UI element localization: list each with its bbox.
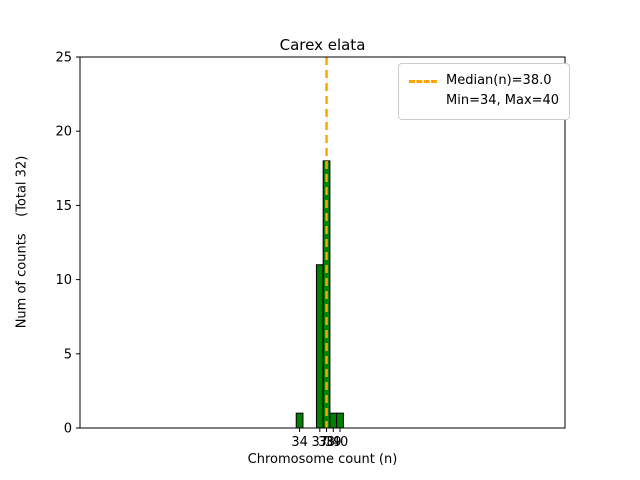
- y-tick-label: 20: [55, 125, 72, 140]
- histogram-bar: [315, 264, 324, 429]
- y-tick-label: 0: [64, 422, 72, 437]
- legend: Median(n)=38.0 Min=34, Max=40: [398, 63, 571, 121]
- y-tick-label: 5: [64, 347, 72, 362]
- y-tick-label: 10: [55, 273, 72, 288]
- x-tick-label: 38: [318, 435, 335, 450]
- histogram-bar: [336, 412, 344, 429]
- x-tick-label: 40: [332, 435, 349, 450]
- chart-title: Carex elata: [279, 36, 366, 54]
- y-axis-label: Num of counts (Total 32): [14, 155, 30, 329]
- y-tick-label: 15: [55, 199, 72, 214]
- x-tick-label: 39: [325, 435, 342, 450]
- legend-minmax-label: Min=34, Max=40: [446, 93, 560, 109]
- x-tick-label: 34: [291, 435, 308, 450]
- axes-frame: [79, 56, 566, 429]
- histogram-bar: [295, 412, 304, 429]
- legend-row-minmax: Min=34, Max=40: [409, 91, 559, 111]
- y-tick-label: 25: [55, 51, 72, 66]
- median-line-swatch: [409, 79, 437, 83]
- histogram-bar: [329, 412, 338, 429]
- x-axis-label: Chromosome count (n): [247, 452, 398, 467]
- x-tick-label: 37: [312, 435, 329, 450]
- legend-median-label: Median(n)=38.0: [446, 73, 552, 88]
- legend-row-median: Median(n)=38.0: [409, 71, 559, 91]
